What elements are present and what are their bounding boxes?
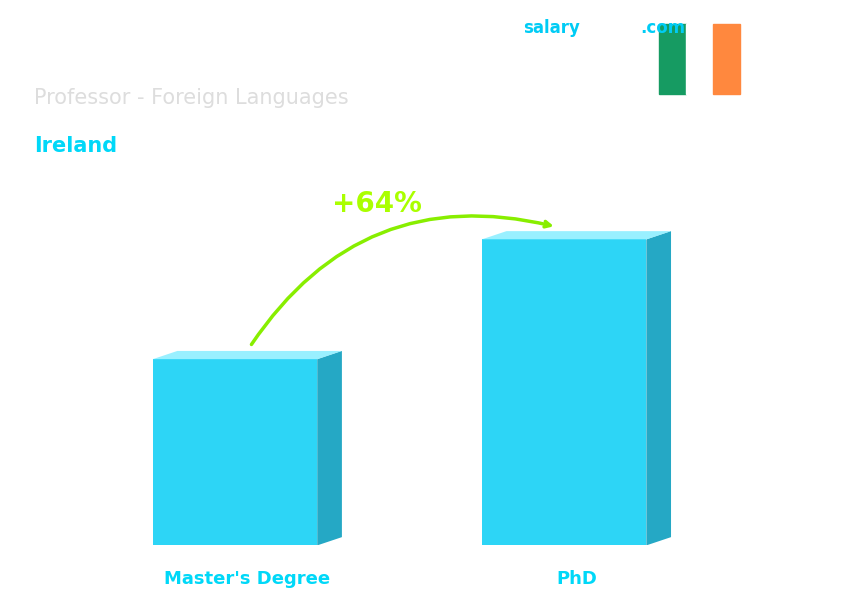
Text: Master's Degree: Master's Degree xyxy=(164,570,331,588)
Text: salary: salary xyxy=(523,19,580,38)
Polygon shape xyxy=(153,359,317,545)
Text: .com: .com xyxy=(640,19,685,38)
Polygon shape xyxy=(317,351,342,545)
Polygon shape xyxy=(482,231,671,239)
Text: PhD: PhD xyxy=(556,570,597,588)
Bar xyxy=(686,24,712,94)
Polygon shape xyxy=(153,351,342,359)
Text: 73,300 EUR: 73,300 EUR xyxy=(654,213,771,231)
Text: explorer: explorer xyxy=(578,19,657,38)
Text: Average Yearly Salary: Average Yearly Salary xyxy=(822,287,836,416)
Bar xyxy=(712,24,740,94)
Text: +64%: +64% xyxy=(332,190,422,218)
Polygon shape xyxy=(646,231,671,545)
Text: Ireland: Ireland xyxy=(34,136,117,156)
Text: Professor - Foreign Languages: Professor - Foreign Languages xyxy=(34,88,348,108)
Polygon shape xyxy=(482,239,646,545)
Text: Salary Comparison By Education: Salary Comparison By Education xyxy=(34,18,567,46)
Bar xyxy=(659,24,686,94)
Text: 44,600 EUR: 44,600 EUR xyxy=(87,335,202,353)
